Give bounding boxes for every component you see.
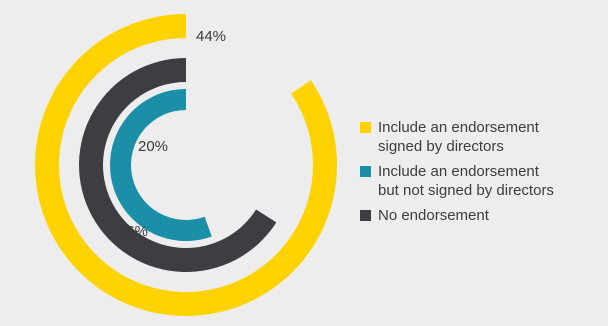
value-label-signed: 44% bbox=[196, 28, 226, 45]
legend-swatch-yellow bbox=[360, 122, 371, 133]
legend-item-not-signed: Include an endorsement but not signed by… bbox=[360, 162, 606, 200]
legend-label: No endorsement bbox=[378, 207, 489, 224]
legend-swatch-teal bbox=[360, 166, 371, 177]
value-label-not-signed: 20% bbox=[138, 138, 168, 155]
legend-label: Include an endorsement signed by directo… bbox=[378, 119, 539, 155]
legend-label: Include an endorsement but not signed by… bbox=[378, 163, 554, 199]
legend-swatch-dark bbox=[360, 210, 371, 221]
value-label-no-endorsement: 36% bbox=[118, 223, 148, 240]
legend-item-signed: Include an endorsement signed by directo… bbox=[360, 118, 606, 156]
chart-legend: Include an endorsement signed by directo… bbox=[360, 118, 606, 231]
arc-not-signed-by-directors bbox=[109, 89, 212, 241]
legend-item-no-endorsement: No endorsement bbox=[360, 206, 606, 225]
